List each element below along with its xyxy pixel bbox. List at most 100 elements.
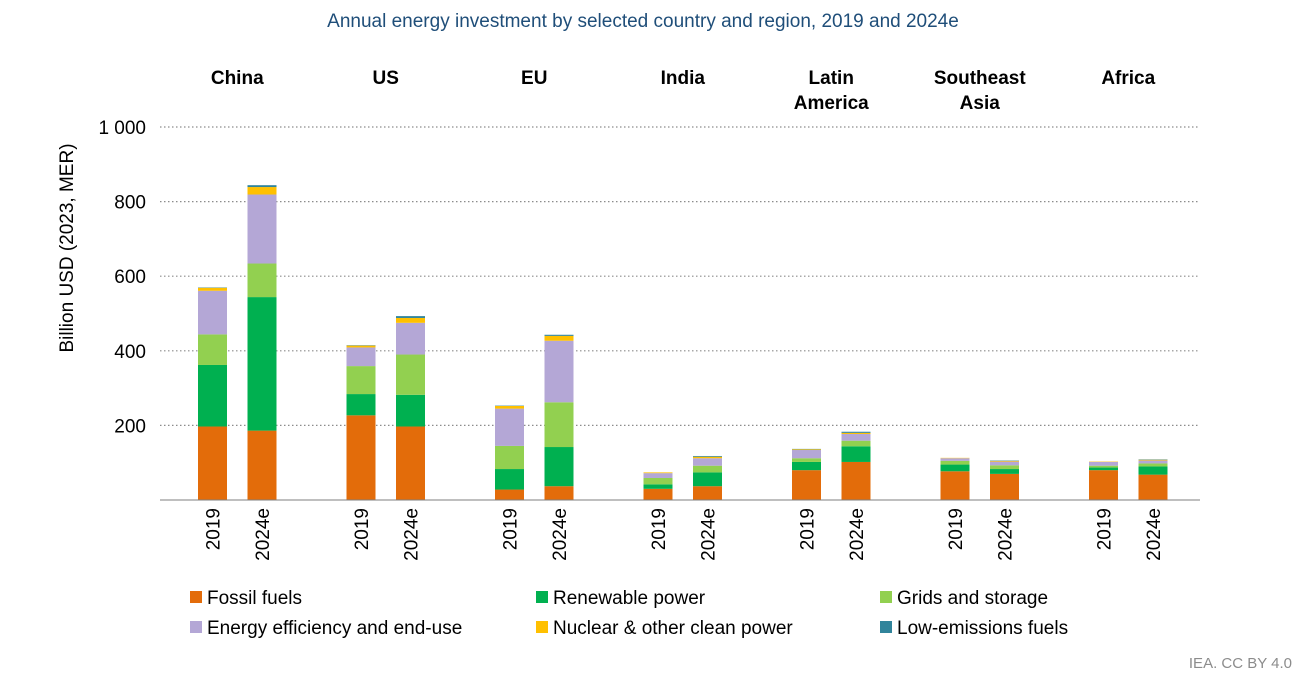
- legend-label: Renewable power: [553, 588, 706, 609]
- bar-segment: [396, 316, 425, 318]
- bar-segment: [544, 486, 574, 500]
- bar-segment: [346, 347, 376, 367]
- bar-segment: [643, 484, 673, 489]
- bar-segment: [643, 477, 673, 485]
- bar-segment: [693, 472, 722, 487]
- legend-label: Nuclear & other clean power: [553, 618, 793, 639]
- group-labels: China US EU India Latin America Southeast Asia A…: [211, 68, 1156, 114]
- group-label: India: [661, 68, 706, 89]
- bar-segment: [990, 461, 1019, 466]
- bars: [198, 185, 1168, 500]
- bar-segment: [544, 334, 574, 336]
- group-label: China: [211, 68, 264, 89]
- bar-segment: [643, 472, 673, 474]
- bar-segment: [346, 345, 376, 348]
- group-label: EU: [521, 68, 547, 89]
- bar-segment: [198, 364, 227, 427]
- x-tick-label: 2024e: [996, 508, 1017, 561]
- bar-segment: [1089, 467, 1118, 471]
- group-label: Latin America: [794, 68, 869, 114]
- bar-segment: [792, 470, 821, 500]
- bar-segment: [990, 473, 1019, 500]
- group-label: Southeast Asia: [934, 68, 1027, 114]
- y-axis-title: Billion USD (2023, MER): [57, 143, 78, 352]
- bar-segment: [247, 185, 277, 188]
- y-tick-label: 400: [114, 342, 146, 363]
- bar-segment: [693, 486, 722, 500]
- x-axis-labels: 2019 2024e 2019 2024e 2019 2024e 2019 2024e 2019…: [204, 508, 1166, 561]
- bar-segment: [495, 406, 524, 409]
- bar-segment: [396, 354, 425, 395]
- bar-segment: [247, 194, 277, 264]
- bar-segment: [693, 456, 722, 459]
- bar-segment: [495, 489, 524, 500]
- bar-segment: [990, 469, 1019, 474]
- bar-segment: [495, 445, 524, 470]
- bar-segment: [940, 464, 970, 472]
- legend-swatch: [880, 621, 892, 633]
- bar-segment: [792, 461, 821, 471]
- bar-segment: [247, 263, 277, 298]
- group-label: Africa: [1101, 68, 1155, 89]
- bar-segment: [544, 402, 574, 448]
- x-tick-label: 2024e: [253, 508, 274, 561]
- x-tick-label: 2024e: [847, 508, 868, 561]
- legend-swatch: [536, 591, 548, 603]
- bar-segment: [396, 426, 425, 500]
- bar-segment: [346, 366, 376, 395]
- x-tick-label: 2024e: [550, 508, 571, 561]
- bar-segment: [495, 408, 524, 446]
- bar-segment: [1138, 474, 1168, 500]
- bar-segment: [792, 449, 821, 451]
- legend: Fossil fuels Renewable power Grids and sto…: [190, 588, 1068, 639]
- bar-segment: [247, 430, 277, 500]
- bar-segment: [198, 287, 227, 291]
- bar-segment: [1138, 466, 1168, 475]
- bar-segment: [693, 455, 722, 457]
- y-tick-label: 1 000: [98, 118, 146, 139]
- legend-label: Grids and storage: [897, 588, 1048, 609]
- bar-segment: [841, 433, 871, 441]
- bar-segment: [990, 460, 1019, 462]
- y-tick-label: 200: [114, 416, 146, 437]
- bar-segment: [841, 440, 871, 447]
- bar-segment: [198, 426, 227, 500]
- x-tick-label: 2024e: [402, 508, 423, 561]
- x-tick-label: 2019: [204, 508, 225, 550]
- bar-segment: [1138, 459, 1168, 461]
- legend-label: Energy efficiency and end-use: [207, 618, 462, 639]
- bar-segment: [990, 465, 1019, 470]
- group-label: US: [373, 68, 399, 89]
- bar-segment: [396, 317, 425, 323]
- source-note: IEA. CC BY 4.0: [1189, 655, 1292, 672]
- x-tick-label: 2024e: [699, 508, 720, 561]
- bar-segment: [396, 394, 425, 427]
- bar-segment: [1138, 460, 1168, 464]
- bar-segment: [841, 432, 871, 434]
- x-tick-label: 2024e: [1144, 508, 1165, 561]
- legend-swatch: [190, 591, 202, 603]
- bar-segment: [544, 447, 574, 487]
- bar-segment: [841, 461, 871, 500]
- bar-segment: [346, 415, 376, 500]
- bar-segment: [346, 394, 376, 416]
- bar-segment: [693, 458, 722, 466]
- x-tick-label: 2019: [649, 508, 670, 550]
- bar-segment: [693, 465, 722, 473]
- chart-title: Annual energy investment by selected cou…: [327, 11, 959, 32]
- bar-segment: [1089, 465, 1118, 468]
- bar-segment: [792, 458, 821, 462]
- bar-segment: [940, 458, 970, 461]
- bar-segment: [1138, 463, 1168, 467]
- bar-segment: [247, 297, 277, 431]
- x-tick-label: 2019: [798, 508, 819, 550]
- y-tick-label: 600: [114, 267, 146, 288]
- x-tick-label: 2019: [352, 508, 373, 550]
- bar-segment: [544, 335, 574, 341]
- bar-segment: [643, 473, 673, 478]
- legend-label: Fossil fuels: [207, 588, 302, 609]
- bar-segment: [247, 187, 277, 195]
- legend-label: Low-emissions fuels: [897, 618, 1068, 639]
- legend-swatch: [190, 621, 202, 633]
